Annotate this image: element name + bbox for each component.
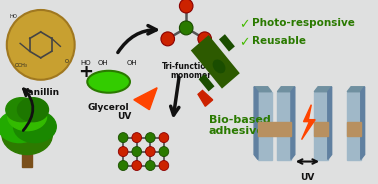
Text: adhesive: adhesive [209,126,264,136]
Text: Bio-based: Bio-based [209,115,270,125]
Polygon shape [328,87,332,160]
Polygon shape [254,87,258,160]
Text: Vanillin: Vanillin [22,88,60,97]
Polygon shape [314,122,328,136]
Text: Glycerol: Glycerol [88,103,129,112]
Circle shape [146,147,155,157]
Polygon shape [347,92,361,160]
Text: OH: OH [127,60,137,66]
Text: HO: HO [80,60,91,66]
Polygon shape [314,87,332,92]
Ellipse shape [8,103,46,131]
Circle shape [118,160,128,171]
Bar [219,34,235,52]
Text: O: O [65,59,69,64]
Circle shape [161,32,175,46]
Ellipse shape [17,98,48,122]
Circle shape [118,147,128,157]
Ellipse shape [0,111,41,143]
Text: Photo-responsive: Photo-responsive [252,18,355,28]
Text: UV: UV [117,112,131,121]
Text: ✓: ✓ [240,18,250,31]
Polygon shape [302,105,315,140]
Text: +: + [78,63,93,81]
Circle shape [180,0,193,13]
Circle shape [198,32,211,46]
Text: ✓: ✓ [240,36,250,49]
Circle shape [132,133,142,143]
Polygon shape [347,87,365,92]
Circle shape [159,133,169,143]
Circle shape [180,21,193,35]
Circle shape [146,160,155,171]
Polygon shape [254,87,271,92]
Text: UV: UV [300,173,314,181]
Circle shape [159,147,169,157]
Polygon shape [291,87,295,160]
Text: Reusable: Reusable [252,36,306,46]
Polygon shape [258,92,271,160]
Ellipse shape [14,111,56,143]
Text: OH: OH [98,60,108,66]
Polygon shape [277,87,295,92]
Polygon shape [258,122,291,136]
Polygon shape [361,87,365,160]
Circle shape [159,160,169,171]
Polygon shape [314,92,328,160]
Ellipse shape [87,71,130,93]
Circle shape [118,133,128,143]
Ellipse shape [213,60,225,73]
Polygon shape [198,91,213,106]
Circle shape [146,133,155,143]
Polygon shape [134,88,157,110]
Text: OCH₃: OCH₃ [15,63,28,68]
Ellipse shape [2,115,53,155]
Text: HO: HO [10,14,17,19]
Ellipse shape [6,98,37,122]
Polygon shape [277,92,291,160]
Bar [22,145,32,167]
Text: monomer: monomer [170,71,212,80]
Circle shape [7,10,75,80]
Polygon shape [347,122,361,136]
Circle shape [132,147,142,157]
Bar [198,74,215,91]
Bar [191,35,240,89]
Circle shape [132,160,142,171]
Text: Tri-functional: Tri-functional [162,62,220,71]
